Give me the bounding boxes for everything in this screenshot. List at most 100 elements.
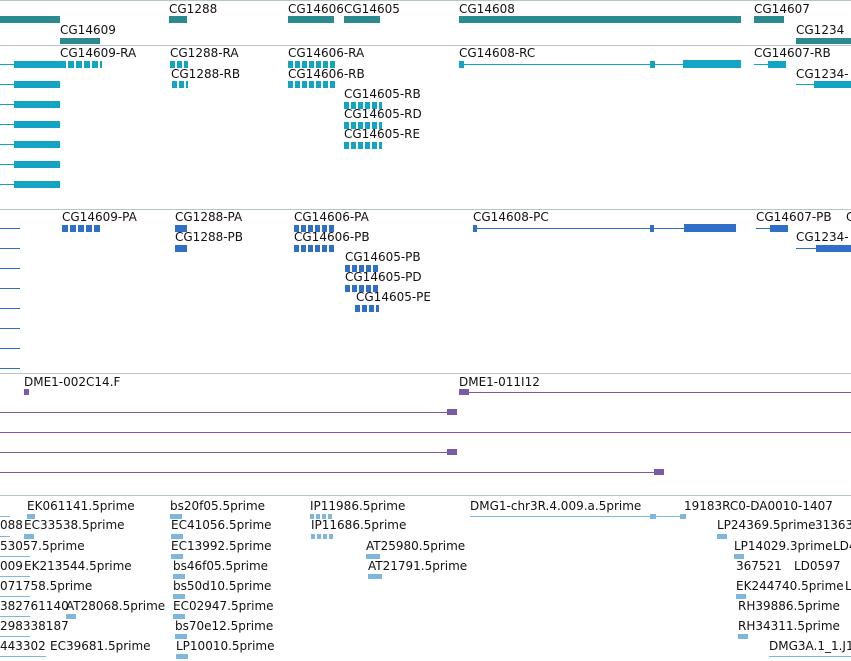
transcript-label[interactable]: CG1288-RA (170, 46, 239, 60)
est-label[interactable]: 31363 (815, 518, 851, 532)
clone-line[interactable] (0, 452, 455, 453)
protein-exons[interactable] (62, 225, 100, 232)
est-line[interactable] (0, 656, 46, 657)
protein-line[interactable] (0, 268, 20, 269)
transcript-exon[interactable] (459, 61, 464, 68)
est-line[interactable] (470, 516, 685, 517)
est-feature[interactable] (27, 514, 35, 519)
transcript-label[interactable]: CG14606-RA (288, 46, 365, 60)
est-line[interactable] (0, 536, 10, 537)
clone-line[interactable] (0, 432, 851, 433)
protein-line[interactable] (0, 348, 20, 349)
est-label[interactable]: 382761140 (0, 599, 69, 613)
protein-line[interactable] (0, 288, 20, 289)
est-feature[interactable] (368, 574, 382, 579)
clone-line[interactable] (459, 392, 851, 393)
est-line[interactable] (0, 576, 30, 577)
est-label[interactable]: 088 (0, 518, 23, 532)
est-feature[interactable] (680, 514, 686, 519)
clone-label[interactable]: DME1-011I12 (459, 375, 540, 389)
est-label[interactable]: 071758.5prime (0, 579, 93, 593)
est-feature[interactable] (736, 594, 746, 599)
transcript-label[interactable]: CG14605-RB (344, 87, 421, 101)
gene-label[interactable]: CG14609 (60, 23, 116, 37)
est-label[interactable]: LP14029.3prime (734, 539, 833, 553)
est-label[interactable]: EK244740.5prime (736, 579, 844, 593)
gene-label[interactable]: CG1288 (169, 2, 218, 16)
est-label[interactable]: 298338187 (0, 619, 69, 633)
est-line[interactable] (0, 596, 30, 597)
est-feature[interactable] (175, 634, 187, 639)
est-line[interactable] (0, 516, 10, 517)
est-feature[interactable] (738, 634, 748, 639)
est-label[interactable]: L (845, 579, 851, 593)
est-feature[interactable] (173, 594, 185, 599)
protein-label[interactable]: CG14608-PC (473, 210, 549, 224)
est-label[interactable]: EC33538.5prime (24, 518, 125, 532)
est-label[interactable]: 443302 (0, 639, 46, 653)
est-label[interactable]: EC13992.5prime (171, 539, 272, 553)
est-label[interactable]: EK213544.5prime (24, 559, 132, 573)
est-label[interactable]: LP24369.5prime (717, 518, 816, 532)
transcript-exons[interactable] (172, 81, 188, 88)
gene-feature-bar[interactable] (288, 16, 334, 23)
est-label[interactable]: bs46f05.5prime (173, 559, 269, 573)
transcript-exon[interactable] (14, 81, 60, 88)
est-line[interactable] (769, 656, 851, 657)
est-label[interactable]: AT21791.5prime (368, 559, 468, 573)
protein-label[interactable]: CG14606-PA (294, 210, 369, 224)
protein-exon[interactable] (650, 225, 654, 232)
transcript-exons[interactable] (344, 122, 382, 129)
est-label[interactable]: RH39886.5prime (738, 599, 840, 613)
protein-exon[interactable] (684, 224, 736, 232)
transcript-exon[interactable] (768, 61, 786, 68)
gene-feature-bar[interactable] (0, 16, 60, 23)
protein-exons[interactable] (355, 305, 379, 312)
gene-label[interactable]: CG14608 (459, 2, 515, 16)
est-label[interactable]: AT28068.5prime (66, 599, 166, 613)
est-feature[interactable] (171, 554, 183, 559)
transcript-exons[interactable] (170, 61, 188, 68)
clone-line[interactable] (0, 412, 455, 413)
protein-exons[interactable] (294, 225, 334, 232)
clone-end[interactable] (459, 389, 469, 395)
gene-label[interactable]: CG14607 (754, 2, 810, 16)
transcript-label[interactable]: CG14605-RE (344, 127, 421, 141)
protein-label[interactable]: C (846, 210, 851, 224)
est-feature[interactable] (717, 534, 727, 539)
est-feature[interactable] (650, 514, 656, 519)
est-feature[interactable] (173, 574, 185, 579)
est-feature[interactable] (366, 554, 380, 559)
protein-exons[interactable] (294, 245, 334, 252)
est-label[interactable]: LD4 (833, 539, 851, 553)
est-label[interactable]: LP10010.5prime (176, 639, 275, 653)
est-label[interactable]: 009 (0, 559, 23, 573)
gene-label[interactable]: CG1234 (796, 23, 845, 37)
protein-line[interactable] (0, 248, 20, 249)
transcript-exons[interactable] (288, 61, 336, 68)
est-label[interactable]: RH34311.5prime (738, 619, 840, 633)
est-label[interactable]: DMG3A.1_1.J1 (769, 639, 851, 653)
transcript-label[interactable]: CG1288-RB (171, 67, 241, 81)
protein-line[interactable] (0, 228, 20, 229)
gene-label[interactable]: CG14605 (344, 2, 400, 16)
est-label[interactable]: 367521 (736, 559, 782, 573)
est-label[interactable]: bs20f05.5prime (170, 499, 266, 513)
transcript-label[interactable]: CG14607-RB (754, 46, 831, 60)
protein-exon[interactable] (175, 225, 187, 232)
clone-label[interactable]: DME1-002C14.F (24, 375, 121, 389)
est-label[interactable]: IP11986.5prime (310, 499, 406, 513)
clone-end[interactable] (654, 469, 664, 475)
transcript-exon[interactable] (14, 101, 60, 108)
est-label[interactable]: EC02947.5prime (173, 599, 274, 613)
transcript-exon[interactable] (14, 61, 60, 68)
protein-label[interactable]: CG1288-PA (175, 210, 243, 224)
est-label[interactable]: EC39681.5prime (50, 639, 151, 653)
protein-label[interactable]: CG1234- (796, 230, 849, 244)
est-feature[interactable] (311, 534, 335, 539)
gene-feature-bar[interactable] (60, 38, 100, 44)
est-feature[interactable] (734, 554, 744, 559)
est-feature[interactable] (310, 514, 334, 519)
transcript-exon[interactable] (14, 141, 60, 148)
transcript-exon[interactable] (14, 181, 60, 188)
